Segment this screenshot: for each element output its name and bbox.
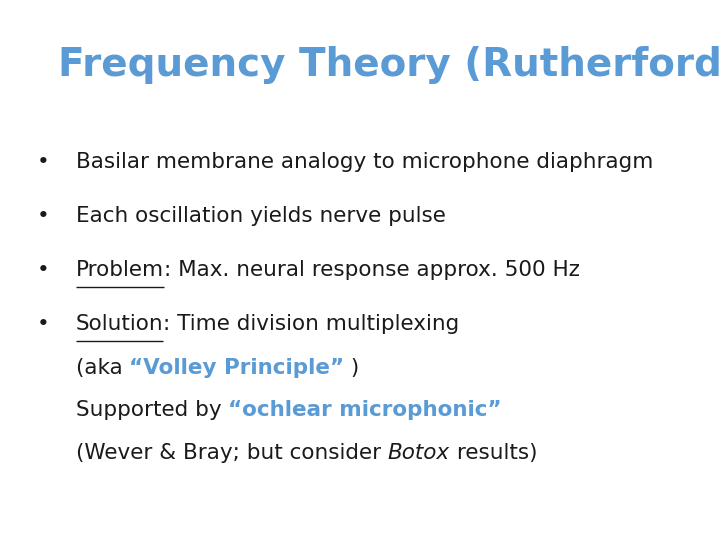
Text: Frequency Theory (Rutherford): Frequency Theory (Rutherford) bbox=[58, 46, 720, 84]
Text: Problem: Problem bbox=[76, 260, 163, 280]
Text: (Wever & Bray; but consider: (Wever & Bray; but consider bbox=[76, 442, 387, 463]
Text: ): ) bbox=[344, 358, 359, 379]
Text: “Volley Principle”: “Volley Principle” bbox=[129, 358, 344, 379]
Text: “ochlear microphonic”: “ochlear microphonic” bbox=[228, 400, 502, 421]
Text: Basilar membrane analogy to microphone diaphragm: Basilar membrane analogy to microphone d… bbox=[76, 152, 653, 172]
Text: •: • bbox=[37, 314, 50, 334]
Text: •: • bbox=[37, 152, 50, 172]
Text: Solution: Solution bbox=[76, 314, 163, 334]
Text: (aka: (aka bbox=[76, 358, 129, 379]
Text: •: • bbox=[37, 260, 50, 280]
Text: results): results) bbox=[450, 442, 537, 463]
Text: •: • bbox=[37, 206, 50, 226]
Text: Each oscillation yields nerve pulse: Each oscillation yields nerve pulse bbox=[76, 206, 446, 226]
Text: : Max. neural response approx. 500 Hz: : Max. neural response approx. 500 Hz bbox=[163, 260, 580, 280]
Text: : Time division multiplexing: : Time division multiplexing bbox=[163, 314, 459, 334]
Text: Botox: Botox bbox=[387, 442, 450, 463]
Text: Supported by: Supported by bbox=[76, 400, 228, 421]
